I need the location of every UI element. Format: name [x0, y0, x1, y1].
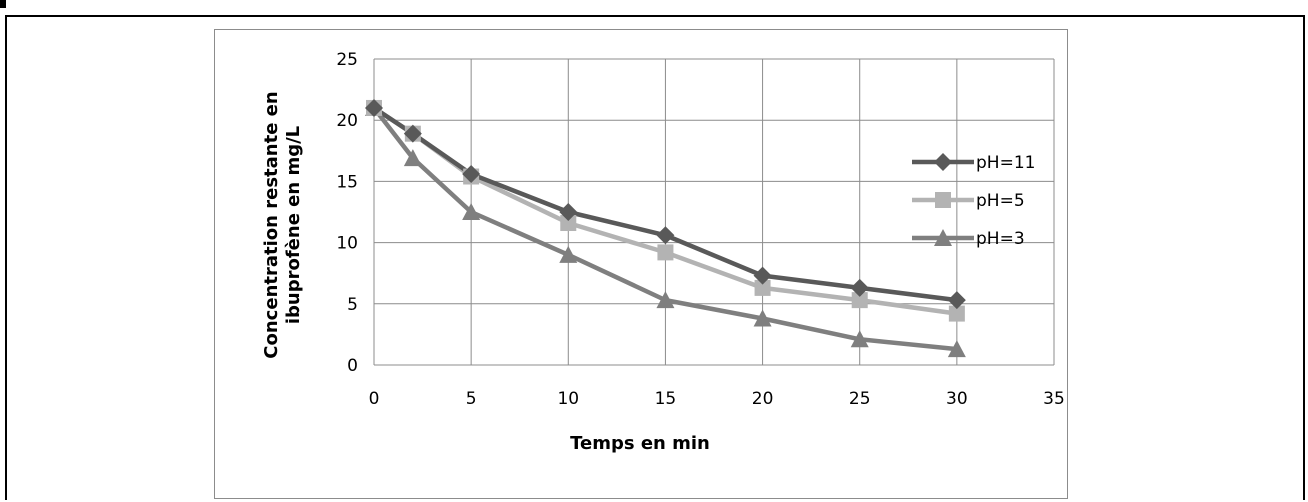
data-point-pH=5	[851, 292, 868, 309]
x-tick-label: 30	[946, 389, 968, 409]
series-line-pH=11	[372, 106, 958, 303]
legend: pH=11 pH=5 pH=3	[912, 153, 1035, 249]
x-tick-label: 10	[557, 389, 579, 409]
data-point-pH=5	[560, 215, 577, 232]
chart-svg: 0 5 10 15 20 25 30 35 0 5 10 15 20 25 pH=11 pH=5 pH=3 T…	[261, 50, 1065, 454]
x-tick-label: 35	[1043, 389, 1065, 409]
y-tick-label: 25	[336, 50, 358, 70]
outer-frame	[5, 15, 1305, 500]
legend-label: pH=3	[976, 229, 1025, 249]
legend-marker	[934, 229, 952, 246]
data-point-pH=11	[753, 266, 772, 285]
y-tick-label: 5	[347, 295, 358, 315]
series-line-pH=3	[372, 106, 958, 352]
x-tick-label: 25	[849, 389, 871, 409]
chart-grid	[373, 58, 1055, 366]
y-axis-label-line2: ibuprofène en mg/L	[283, 126, 304, 324]
data-point-pH=11	[559, 203, 578, 221]
data-point-pH=11	[947, 291, 966, 310]
x-tick-label: 0	[369, 389, 380, 409]
data-point-pH=11	[850, 278, 869, 297]
x-tick-label: 5	[466, 389, 477, 409]
data-point-pH=5	[657, 244, 674, 261]
data-point-pH=5	[948, 305, 965, 322]
legend-label: pH=5	[976, 191, 1025, 211]
series-lines	[372, 106, 958, 352]
axis-ticks: 0 5 10 15 20 25 30 35 0 5 10 15 20 25	[336, 50, 1064, 409]
y-tick-label: 10	[336, 234, 358, 254]
legend-marker	[935, 192, 951, 208]
data-point-pH=11	[365, 98, 383, 117]
legend-label: pH=11	[976, 153, 1035, 173]
y-axis-label-line1: Concentration restante en	[261, 91, 282, 358]
y-tick-label: 15	[336, 172, 358, 192]
legend-marker	[934, 153, 952, 171]
data-point-pH=3	[462, 203, 481, 220]
y-tick-label: 20	[336, 111, 358, 131]
y-axis-label-group: Concentration restante en ibuprofène en …	[261, 91, 304, 358]
data-point-pH=3	[403, 149, 422, 167]
chart-frame: 0 5 10 15 20 25 30 35 0 5 10 15 20 25 pH=11 pH=5 pH=3 T…	[214, 29, 1068, 499]
data-point-pH=3	[947, 340, 966, 358]
data-point-pH=11	[403, 124, 422, 143]
x-tick-label: 20	[752, 389, 774, 409]
data-point-pH=3	[753, 309, 772, 327]
x-tick-label: 15	[655, 389, 677, 409]
y-tick-label: 0	[347, 356, 358, 376]
corner-mark	[0, 0, 6, 8]
x-axis-label: Temps en min	[570, 433, 710, 454]
data-point-pH=11	[656, 226, 675, 245]
data-point-pH=3	[656, 291, 675, 309]
series-markers	[365, 98, 966, 358]
data-point-pH=3	[559, 245, 578, 263]
data-point-pH=3	[850, 330, 869, 348]
data-point-pH=5	[754, 279, 771, 296]
data-point-pH=11	[462, 165, 481, 184]
